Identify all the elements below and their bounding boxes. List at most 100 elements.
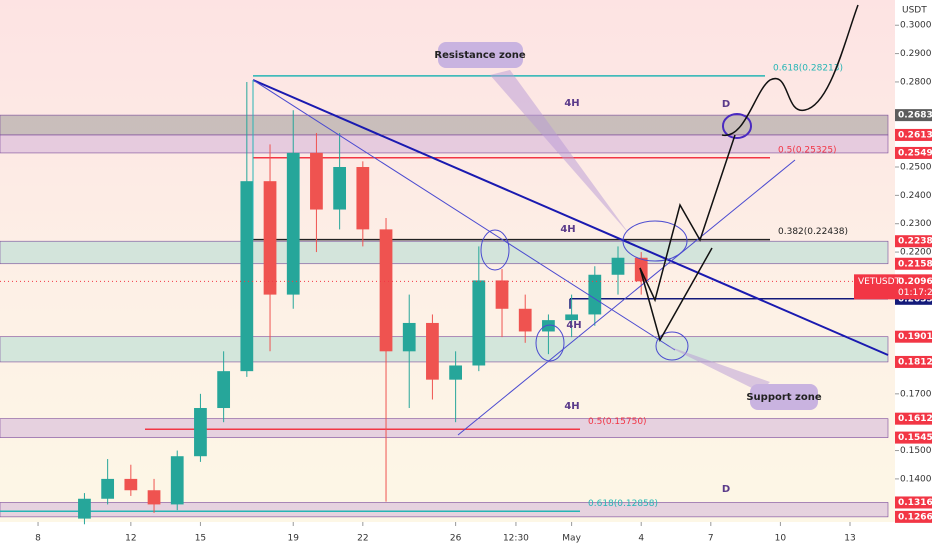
layer: 0.618(0.28213) 0.5(0.25325) 0.382(0.22438)… <box>0 6 932 544</box>
candle-body <box>402 322 416 352</box>
price-label: 0.12661 <box>898 512 932 522</box>
price-label-box <box>895 496 932 509</box>
price-label-box <box>895 330 932 343</box>
drawings <box>252 4 889 436</box>
annotation: D <box>722 99 730 110</box>
x-tick-label: 13 <box>844 534 855 544</box>
x-tick-label: 8 <box>35 534 41 544</box>
candle-body <box>170 456 184 505</box>
price-label-box <box>895 235 932 248</box>
price-label-box <box>895 257 932 270</box>
price-label: 0.15457 <box>898 433 932 443</box>
callout <box>438 42 523 68</box>
price-label: 0.18125 <box>898 357 932 367</box>
candle-body <box>542 320 555 332</box>
x-tick-label: 7 <box>708 534 714 544</box>
trend-line <box>457 159 796 436</box>
candle-body <box>588 274 602 315</box>
zone <box>0 240 889 265</box>
price-label: 0.25496 <box>898 148 932 158</box>
x-tick-label: 22 <box>357 534 368 544</box>
price-label-box <box>895 510 932 523</box>
candle-body <box>147 490 161 505</box>
circle <box>480 229 510 271</box>
candle-body <box>518 308 532 332</box>
price-label-box <box>895 412 932 425</box>
fib-label: 0.618(0.12858) <box>588 499 658 509</box>
annotation: 4H <box>560 224 575 235</box>
candle-body <box>310 152 323 210</box>
candle-body <box>124 478 138 491</box>
x-tick-label: 4 <box>638 534 644 544</box>
current-price-box <box>854 274 932 300</box>
callout <box>750 384 818 410</box>
current-price: 0.20968 <box>898 277 932 287</box>
price-label: 0.19015 <box>898 332 932 342</box>
fib-label: 0.5(0.15750) <box>588 417 647 427</box>
x-tick-label: 15 <box>195 534 206 544</box>
fib-label: 0.618(0.28213) <box>773 63 843 73</box>
candle-body <box>565 314 578 321</box>
trend-line <box>252 79 889 356</box>
candle-body <box>449 365 462 380</box>
price-label-box <box>895 431 932 444</box>
currency: USDT <box>902 6 927 16</box>
circle <box>622 220 688 262</box>
annotation: Resistance zone <box>434 50 525 61</box>
candle-body <box>426 322 439 380</box>
candle-body <box>240 181 254 372</box>
candle-body <box>356 167 370 230</box>
projection <box>721 4 859 136</box>
price-label: 0.26131 <box>898 130 932 140</box>
x-tick-label: 10 <box>775 534 787 544</box>
candle-body <box>194 408 207 457</box>
fib-label: 0.382(0.22438) <box>778 227 848 237</box>
countdown: 01:17:28 <box>898 288 932 298</box>
circle <box>722 113 752 139</box>
zone <box>0 502 889 518</box>
y-tick-label: 0.14000 <box>900 474 932 484</box>
projection <box>639 134 736 303</box>
price-label: 0.22383 <box>898 237 932 247</box>
x-tick-label: 26 <box>450 534 462 544</box>
candle-body <box>101 478 115 499</box>
symbol: VETUSDT <box>858 277 901 287</box>
trend-line <box>252 79 676 351</box>
price-label-box <box>895 109 932 122</box>
zone <box>0 336 889 363</box>
circle <box>655 331 689 361</box>
price-label-box <box>895 355 932 368</box>
price-label: 0.21588 <box>898 259 932 269</box>
price-label: 0.16124 <box>898 414 932 424</box>
price-label-box <box>895 128 932 141</box>
annotation: Support zone <box>746 392 822 403</box>
candle-body <box>286 152 300 295</box>
price-label: 0.13169 <box>898 498 932 508</box>
candle-body <box>217 371 231 409</box>
candle-body <box>495 280 509 309</box>
candle-body <box>472 280 486 366</box>
annotation: D <box>722 484 730 495</box>
x-tick-label: 12:30 <box>503 534 529 544</box>
x-tick-label: 12 <box>125 534 136 544</box>
zone <box>0 134 889 154</box>
x-tick-label: 19 <box>288 534 300 544</box>
callout-tail <box>490 70 630 235</box>
candle-body <box>333 167 347 210</box>
annotation: 4H <box>564 98 579 109</box>
annotation: 4H <box>566 320 581 331</box>
candle-body <box>611 257 625 275</box>
candle-body <box>78 498 91 519</box>
zone <box>0 418 889 438</box>
annotation: 4H <box>564 401 579 412</box>
x-tick-label: May <box>562 534 581 544</box>
candle-body <box>263 181 277 295</box>
